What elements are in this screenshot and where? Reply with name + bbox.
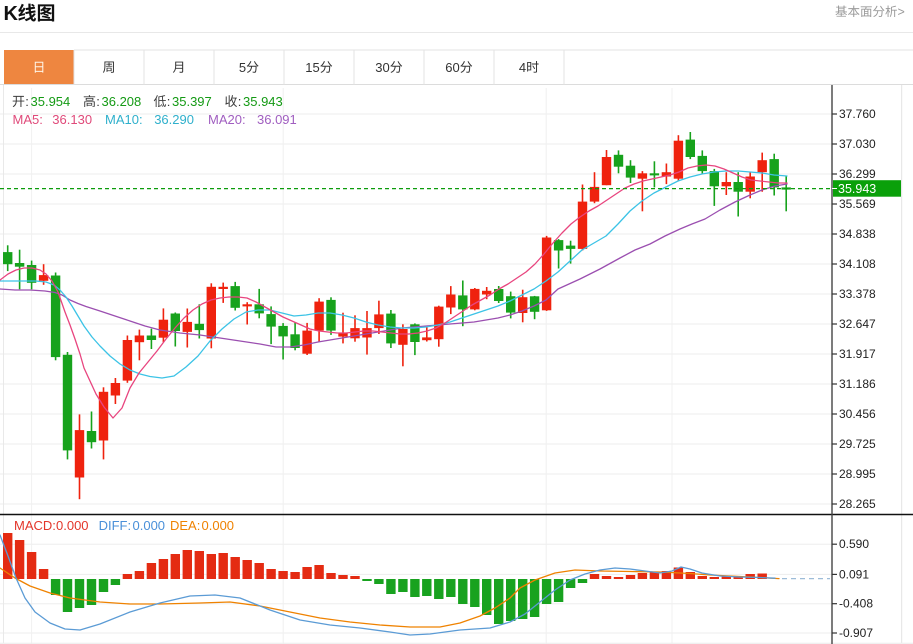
svg-text:35.397: 35.397 — [172, 94, 212, 109]
svg-text:36.091: 36.091 — [257, 112, 297, 127]
svg-text:0: 0 — [383, 60, 390, 75]
svg-text:1: 1 — [305, 60, 312, 75]
svg-text:0.590: 0.590 — [839, 537, 869, 551]
svg-text:34.838: 34.838 — [839, 227, 876, 241]
svg-text:>: > — [898, 5, 905, 19]
svg-text:28.995: 28.995 — [839, 467, 876, 481]
svg-text:0.000: 0.000 — [56, 518, 89, 533]
svg-text:0.000: 0.000 — [202, 518, 235, 533]
svg-text:DEA:: DEA: — [170, 518, 200, 533]
svg-text:35.943: 35.943 — [243, 94, 283, 109]
svg-text:0: 0 — [453, 60, 460, 75]
svg-text:33.378: 33.378 — [839, 287, 876, 301]
svg-text:K: K — [4, 3, 19, 25]
svg-text:5: 5 — [239, 60, 246, 75]
svg-text:6: 6 — [445, 60, 452, 75]
svg-text:31.917: 31.917 — [839, 347, 876, 361]
svg-text:3: 3 — [375, 60, 382, 75]
svg-text:37.760: 37.760 — [839, 107, 876, 121]
svg-text:36.290: 36.290 — [154, 112, 194, 127]
svg-text::: : — [96, 94, 100, 109]
svg-text:36.130: 36.130 — [52, 112, 92, 127]
svg-text:32.647: 32.647 — [839, 317, 876, 331]
svg-text:35.943: 35.943 — [838, 182, 876, 196]
svg-text::: : — [167, 94, 171, 109]
svg-text:-0.907: -0.907 — [839, 626, 873, 640]
svg-text:31.186: 31.186 — [839, 377, 876, 391]
svg-text:5: 5 — [313, 60, 320, 75]
svg-text:36.299: 36.299 — [839, 167, 876, 181]
svg-text:4: 4 — [519, 60, 526, 75]
svg-text:36.208: 36.208 — [102, 94, 142, 109]
svg-text:MA5:: MA5: — [13, 112, 43, 127]
svg-text:35.569: 35.569 — [839, 197, 876, 211]
svg-text:30.456: 30.456 — [839, 407, 876, 421]
svg-text:MA10:: MA10: — [105, 112, 143, 127]
svg-text:MACD:: MACD: — [14, 518, 56, 533]
svg-text:MA20:: MA20: — [208, 112, 246, 127]
svg-text::: : — [25, 94, 29, 109]
svg-text:29.725: 29.725 — [839, 437, 876, 451]
svg-text:28.265: 28.265 — [839, 497, 876, 511]
svg-text:34.108: 34.108 — [839, 257, 876, 271]
svg-text:0.000: 0.000 — [133, 518, 166, 533]
svg-text:0.091: 0.091 — [839, 567, 869, 581]
svg-text:-0.408: -0.408 — [839, 597, 873, 611]
svg-text:37.030: 37.030 — [839, 137, 876, 151]
svg-text::: : — [238, 94, 242, 109]
svg-text:DIFF:: DIFF: — [99, 518, 132, 533]
svg-text:35.954: 35.954 — [31, 94, 71, 109]
